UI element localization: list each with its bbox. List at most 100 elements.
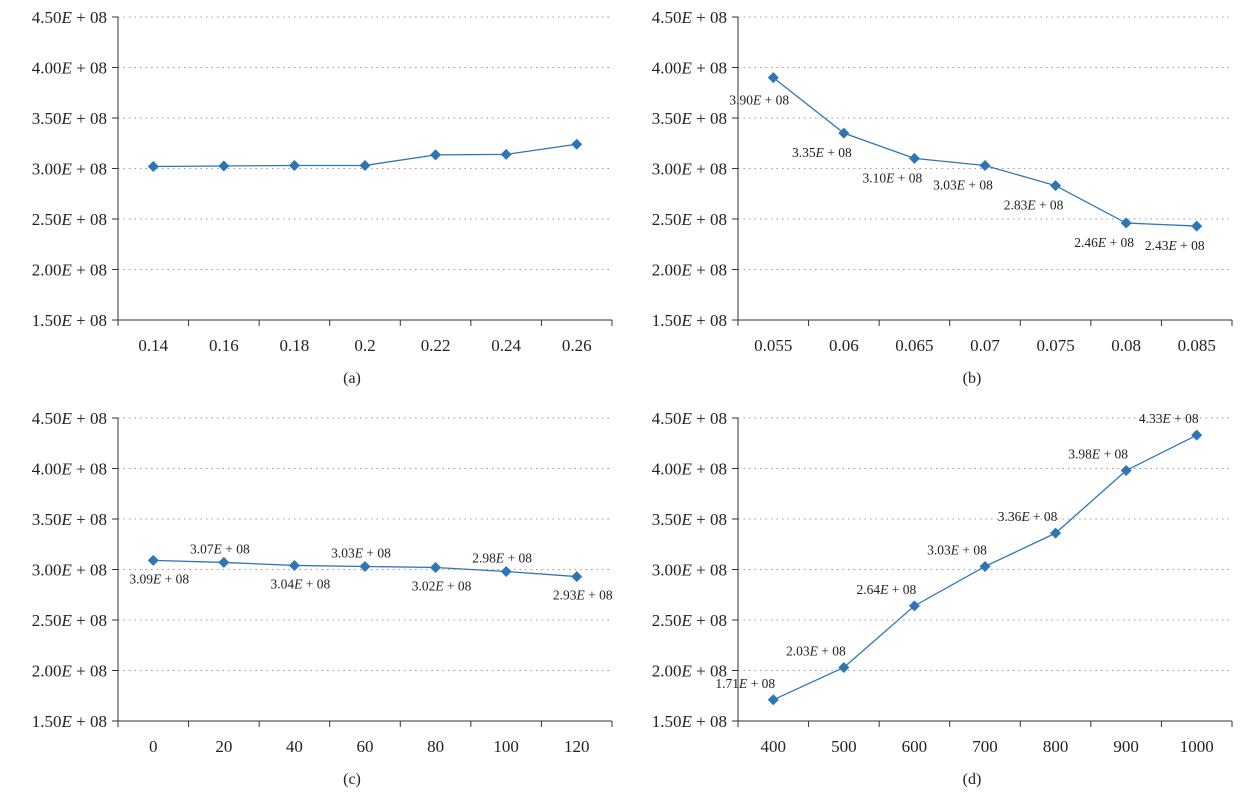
data-point-marker <box>359 560 371 572</box>
data-point-marker <box>147 160 159 172</box>
y-tick-label: 1.50E + 08 <box>652 311 727 330</box>
data-point-marker <box>430 149 442 161</box>
data-point-marker <box>838 661 850 673</box>
x-tick-label: 0.08 <box>1111 336 1141 355</box>
data-label: 3.03E + 08 <box>927 542 987 557</box>
y-tick-label: 4.50E + 08 <box>32 8 107 27</box>
panel-label-a: (a) <box>343 370 361 387</box>
data-point-marker <box>571 571 583 583</box>
chart-panel-a: 1.50E + 08 2.00E + 08 2.50E + 08 3.00E + 08… <box>0 0 620 400</box>
data-point-marker <box>1120 465 1132 477</box>
data-label: 4.33E + 08 <box>1139 411 1199 426</box>
x-tick-label: 0.26 <box>562 336 592 355</box>
y-tick-label: 1.50E + 08 <box>32 311 107 330</box>
data-label: 3.03E + 08 <box>933 177 993 192</box>
data-point-marker <box>147 554 159 566</box>
x-tick-label: 0.2 <box>354 336 375 355</box>
data-label: 3.10E + 08 <box>863 170 923 185</box>
data-point-marker <box>979 159 991 171</box>
data-label: 3.04E + 08 <box>271 576 331 591</box>
data-point-marker <box>218 556 230 568</box>
data-point-marker <box>979 560 991 572</box>
y-tick-label: 4.00E + 08 <box>652 460 727 479</box>
x-tick-label: 80 <box>427 737 444 756</box>
data-point-marker <box>500 148 512 160</box>
y-tick-label: 3.00E + 08 <box>32 160 107 179</box>
y-tick-label: 2.00E + 08 <box>32 662 107 681</box>
data-point-marker <box>500 566 512 578</box>
x-tick-label: 800 <box>1043 737 1069 756</box>
x-tick-label: 0.06 <box>829 336 859 355</box>
y-tick-label: 4.00E + 08 <box>32 460 107 479</box>
y-tick-label: 3.50E + 08 <box>32 109 107 128</box>
y-tick-label: 3.50E + 08 <box>652 510 727 529</box>
line-chart-b: 1.50E + 08 2.00E + 08 2.50E + 08 3.00E + 08… <box>652 8 1233 387</box>
data-label: 3.36E + 08 <box>998 509 1058 524</box>
data-label: 3.35E + 08 <box>792 145 852 160</box>
x-tick-label: 0.075 <box>1036 336 1074 355</box>
panel-label-d: (d) <box>963 771 982 788</box>
data-label: 3.90E + 08 <box>729 93 789 108</box>
y-tick-label: 4.50E + 08 <box>32 409 107 428</box>
data-point-marker <box>1120 217 1132 229</box>
data-label: 3.07E + 08 <box>190 541 250 556</box>
data-point-marker <box>1191 220 1203 232</box>
data-point-marker <box>218 160 230 172</box>
y-tick-label: 3.50E + 08 <box>652 109 727 128</box>
data-point-marker <box>838 127 850 139</box>
y-tick-label: 1.50E + 08 <box>652 712 727 731</box>
x-tick-label: 500 <box>831 737 857 756</box>
x-tick-label: 700 <box>972 737 998 756</box>
line-chart-c: 1.50E + 08 2.00E + 08 2.50E + 08 3.00E + 08… <box>32 409 613 788</box>
panel-label-b: (b) <box>963 370 982 387</box>
x-tick-label: 600 <box>902 737 928 756</box>
line-chart-a: 1.50E + 08 2.00E + 08 2.50E + 08 3.00E + 08… <box>32 8 613 387</box>
data-label: 1.71E + 08 <box>715 676 775 691</box>
data-label: 2.03E + 08 <box>786 643 846 658</box>
data-label: 3.03E + 08 <box>331 545 391 560</box>
x-tick-label: 900 <box>1113 737 1139 756</box>
panel-label-c: (c) <box>343 771 361 788</box>
x-tick-label: 100 <box>493 737 519 756</box>
x-tick-label: 0.055 <box>754 336 792 355</box>
data-point-marker <box>908 152 920 164</box>
x-tick-label: 0.16 <box>209 336 239 355</box>
y-tick-label: 2.50E + 08 <box>32 611 107 630</box>
line-chart-d: 1.50E + 08 2.00E + 08 2.50E + 08 3.00E + 08… <box>652 409 1233 788</box>
data-point-marker <box>1191 429 1203 441</box>
y-tick-label: 2.50E + 08 <box>652 210 727 229</box>
x-tick-label: 0.085 <box>1178 336 1216 355</box>
x-tick-label: 0.14 <box>138 336 168 355</box>
data-label: 2.46E + 08 <box>1074 235 1134 250</box>
chart-panel-d: 1.50E + 08 2.00E + 08 2.50E + 08 3.00E + 08… <box>620 401 1240 801</box>
y-tick-label: 2.00E + 08 <box>652 261 727 280</box>
x-tick-label: 0.07 <box>970 336 1000 355</box>
data-label: 2.43E + 08 <box>1145 238 1205 253</box>
x-tick-label: 0.065 <box>895 336 933 355</box>
y-tick-label: 4.50E + 08 <box>652 8 727 27</box>
data-point-marker <box>767 72 779 84</box>
y-tick-label: 3.00E + 08 <box>652 561 727 580</box>
x-tick-label: 0 <box>149 737 158 756</box>
data-point-marker <box>767 694 779 706</box>
data-point-marker <box>430 561 442 573</box>
y-tick-label: 1.50E + 08 <box>32 712 107 731</box>
x-tick-label: 0.24 <box>491 336 521 355</box>
chart-panel-c: 1.50E + 08 2.00E + 08 2.50E + 08 3.00E + 08… <box>0 401 620 801</box>
data-point-marker <box>1050 180 1062 192</box>
y-tick-label: 4.00E + 08 <box>652 59 727 78</box>
data-label: 2.64E + 08 <box>857 582 917 597</box>
y-tick-label: 3.00E + 08 <box>652 160 727 179</box>
data-point-marker <box>288 159 300 171</box>
data-point-marker <box>359 159 371 171</box>
x-tick-label: 0.22 <box>421 336 451 355</box>
data-point-marker <box>571 138 583 150</box>
data-point-marker <box>288 559 300 571</box>
data-label: 2.83E + 08 <box>1004 198 1064 213</box>
data-label: 3.98E + 08 <box>1068 447 1128 462</box>
y-tick-label: 3.50E + 08 <box>32 510 107 529</box>
data-label: 2.98E + 08 <box>472 551 532 566</box>
data-label: 3.09E + 08 <box>129 571 189 586</box>
y-tick-label: 2.50E + 08 <box>652 611 727 630</box>
x-tick-label: 60 <box>357 737 374 756</box>
